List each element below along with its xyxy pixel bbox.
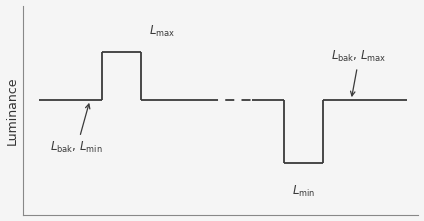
- Y-axis label: Luminance: Luminance: [6, 76, 19, 145]
- Text: $L_{\mathrm{max}}$: $L_{\mathrm{max}}$: [149, 24, 176, 39]
- Text: $L_{\mathrm{min}}$: $L_{\mathrm{min}}$: [292, 184, 315, 199]
- Text: $L_{\mathrm{bak}}$, $L_{\mathrm{max}}$: $L_{\mathrm{bak}}$, $L_{\mathrm{max}}$: [332, 49, 387, 96]
- Text: $L_{\mathrm{bak}}$, $L_{\mathrm{min}}$: $L_{\mathrm{bak}}$, $L_{\mathrm{min}}$: [50, 104, 103, 155]
